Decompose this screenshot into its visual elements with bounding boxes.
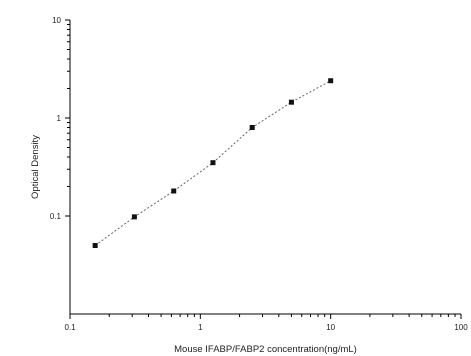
data-point	[171, 188, 177, 194]
y-tick-label: 0.1	[50, 212, 62, 221]
data-points	[92, 78, 334, 249]
y-axis-title: Optical Density	[30, 135, 41, 199]
data-point	[92, 243, 98, 249]
data-point	[288, 99, 294, 105]
data-point	[131, 214, 137, 220]
x-axis-title: Mouse IFABP/FABP2 concentration(ng/mL)	[174, 344, 357, 355]
axis-ticks	[65, 19, 462, 319]
y-tick-label: 1	[57, 114, 62, 123]
x-tick-label: 100	[454, 323, 468, 332]
data-point	[328, 78, 334, 84]
x-tick-label: 0.1	[64, 323, 76, 332]
data-point	[249, 124, 255, 130]
y-tick-label: 10	[52, 16, 61, 25]
tick-labels: 0.1 1 10 100 0.1 1 10	[50, 16, 468, 332]
x-tick-label: 10	[326, 323, 335, 332]
x-tick-label: 1	[198, 323, 203, 332]
axes	[69, 20, 461, 315]
data-point	[210, 160, 216, 166]
